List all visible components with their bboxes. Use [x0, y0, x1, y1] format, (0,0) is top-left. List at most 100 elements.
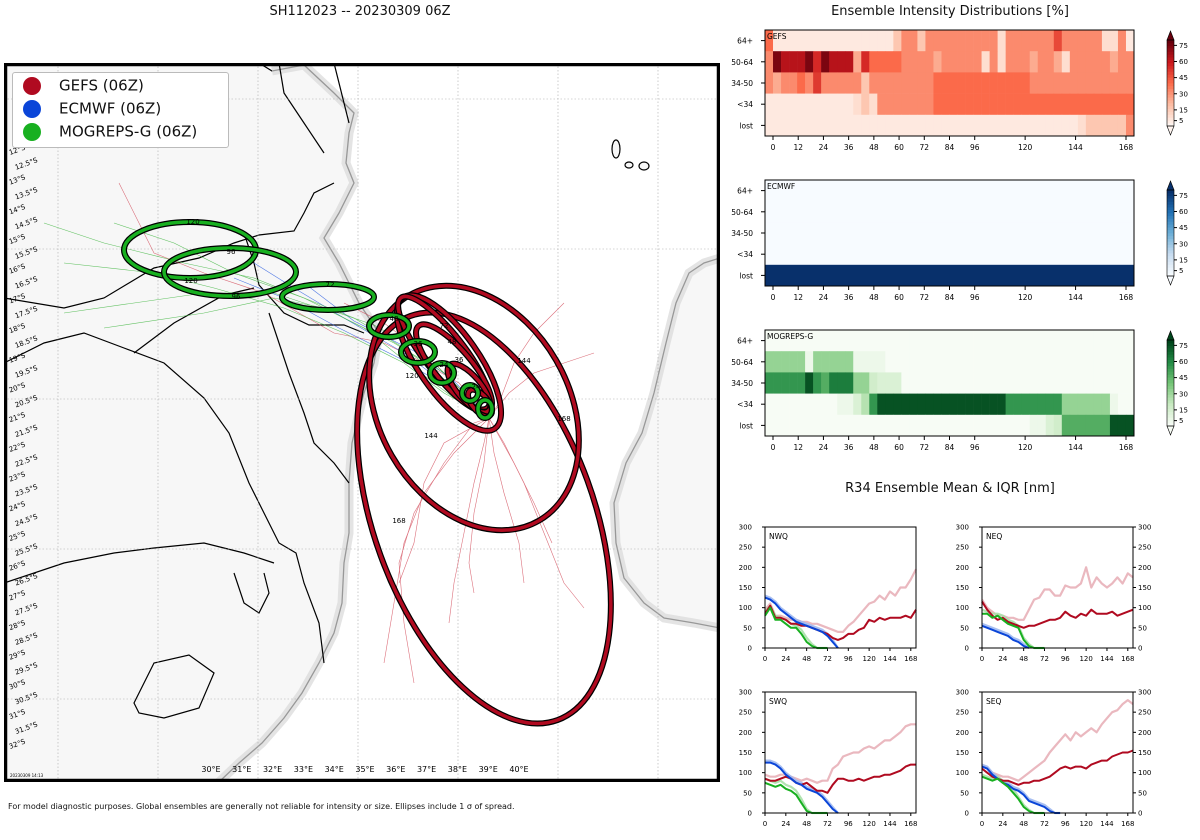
colorbar-segment	[1167, 195, 1174, 199]
heatmap-cell	[1029, 114, 1039, 137]
heatmap-cell	[925, 393, 934, 416]
lon-label: 38°E	[448, 765, 467, 774]
colorbar-segment	[1167, 88, 1174, 92]
legend-label-ecmwf: ECMWF (06Z)	[59, 99, 162, 118]
heatmap-cell	[901, 30, 910, 52]
colorbar-label: 5	[1179, 417, 1183, 425]
heatmap-xlabel: 72	[920, 443, 930, 452]
r34-ylabel-right: 100	[1138, 604, 1151, 612]
r34-ylabel-right: 0	[1138, 810, 1142, 818]
r34-xlabel: 72	[823, 820, 832, 828]
colorbar-segment	[1167, 403, 1174, 407]
heatmap-cell	[765, 264, 1135, 287]
heatmap-cell	[869, 351, 878, 373]
colorbar-segment	[1167, 400, 1174, 404]
colorbar-label: 60	[1179, 358, 1188, 366]
heatmap-cell	[1061, 393, 1071, 416]
heatmap-cell	[877, 330, 886, 352]
heatmap-cell	[1109, 393, 1119, 416]
heatmap-cell	[917, 351, 926, 373]
gefs-label-48: 48	[448, 338, 457, 346]
heatmap-cell	[917, 114, 926, 137]
heatmap-cell	[893, 30, 902, 52]
heatmap-xlabel: 60	[894, 293, 904, 302]
heatmap-cell	[829, 330, 838, 352]
r34-xlabel: 48	[1019, 820, 1028, 828]
heatmap-cell	[885, 414, 894, 437]
legend-item-mogreps: MOGREPS-G (06Z)	[23, 122, 197, 144]
colorbar-segment	[1167, 267, 1174, 271]
heatmap-cell	[1101, 51, 1111, 73]
heatmap-cell	[997, 414, 1006, 437]
colorbar-label: 30	[1179, 90, 1188, 98]
colorbar-bottom-arrow	[1166, 425, 1175, 436]
heatmap-cell	[925, 414, 934, 437]
heatmap-cell	[837, 30, 846, 52]
heatmap-xlabel: 168	[1119, 293, 1134, 302]
heatmap-cell	[1053, 414, 1063, 437]
r34-ylabel-left: 50	[743, 789, 752, 797]
heatmap-cell	[965, 51, 974, 73]
colorbar-segment	[1167, 408, 1174, 412]
heatmap-cell	[853, 393, 862, 416]
heatmap-cell	[1069, 114, 1079, 137]
coast-shading-madagascar	[609, 253, 720, 633]
heatmap-cell	[1093, 393, 1103, 416]
heatmap-cell	[869, 93, 878, 116]
heatmap-cell	[1053, 393, 1063, 416]
model-legend: GEFS (06Z) ECMWF (06Z) MOGREPS-G (06Z)	[12, 72, 229, 148]
heatmap-cell	[861, 393, 870, 416]
heatmap-cell	[1037, 393, 1047, 416]
heatmap-cell	[1045, 372, 1055, 394]
heatmap-cell	[941, 30, 950, 52]
r34-xlabel: 144	[1100, 655, 1114, 663]
colorbar-label: 45	[1179, 74, 1188, 82]
r34-ylabel-left: 0	[965, 810, 969, 818]
heatmap-cell	[1013, 330, 1022, 352]
heatmap-cell	[941, 414, 950, 437]
heatmap-xlabel: 120	[1018, 143, 1033, 152]
r34-ylabel-left: 150	[739, 584, 752, 592]
heatmap-xlabel: 72	[920, 143, 930, 152]
track-map: 120 96 120 96 72 48 36 24 72 48 36 24 12…	[4, 63, 720, 782]
heatmap-cell	[981, 330, 990, 352]
colorbar-segment	[1167, 371, 1174, 375]
heatmap-cell	[909, 30, 918, 52]
heatmap-ylabel: 34-50	[731, 79, 753, 88]
heatmap-cell	[861, 72, 870, 94]
mogreps-label-96: 96	[227, 248, 236, 256]
gefs-label-168b: 168	[557, 415, 570, 423]
heatmap-cell	[1021, 114, 1031, 137]
heatmap-cell	[917, 330, 926, 352]
heatmap-cell	[933, 72, 942, 94]
r34-xlabel: 24	[781, 820, 790, 828]
heatmap-xlabel: 36	[844, 143, 854, 152]
colorbar-segment	[1167, 342, 1174, 347]
heatmap-xlabel: 0	[771, 293, 776, 302]
heatmap-cell	[997, 372, 1006, 394]
r34-ylabel-right: 150	[1138, 584, 1151, 592]
heatmap-cell	[1101, 372, 1111, 394]
heatmap-cell	[989, 330, 998, 352]
colorbar-segment	[1167, 80, 1174, 84]
r34-series-gefs-mean	[981, 601, 1134, 629]
r34-xlabel: 96	[1061, 655, 1070, 663]
heatmap-cell	[805, 351, 814, 373]
heatmap-cell	[765, 114, 774, 137]
heatmap-cell	[1101, 330, 1111, 352]
heatmap-cell	[1005, 393, 1014, 416]
heatmap-cell	[949, 393, 958, 416]
heatmap-cell	[1077, 51, 1087, 73]
heatmap-cell	[933, 330, 942, 352]
heatmap-cell	[773, 414, 782, 437]
heatmap-xlabel: 84	[945, 443, 955, 452]
comoros-islands	[611, 139, 650, 171]
heatmap-cell	[1085, 393, 1095, 416]
heatmap-cell	[837, 114, 846, 137]
heatmap-cell	[1005, 330, 1014, 352]
colorbar-label: 15	[1179, 256, 1188, 264]
heatmap-cell	[949, 414, 958, 437]
heatmap-cell	[1085, 414, 1095, 437]
r34-xlabel: 168	[1121, 820, 1134, 828]
heatmap-cell	[869, 414, 878, 437]
